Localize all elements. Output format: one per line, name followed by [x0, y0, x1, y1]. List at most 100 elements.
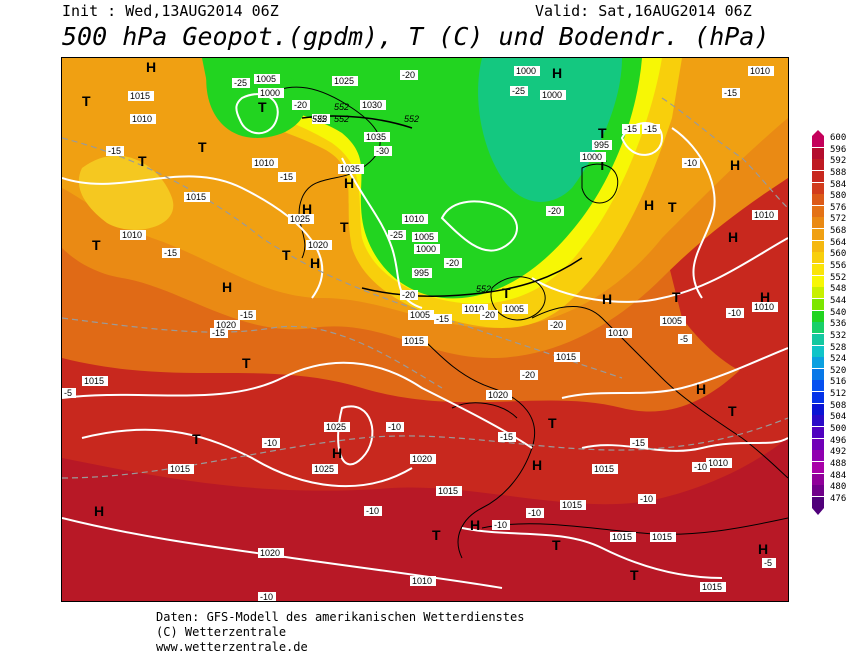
- svg-text:1035: 1035: [340, 164, 360, 174]
- legend-label: 540: [830, 307, 847, 318]
- legend-swatch: [812, 275, 824, 287]
- svg-text:-25: -25: [314, 114, 327, 124]
- svg-text:552: 552: [334, 114, 349, 124]
- svg-text:-15: -15: [724, 88, 737, 98]
- svg-text:-10: -10: [264, 438, 277, 448]
- legend-swatch: [812, 264, 824, 276]
- isobars: [62, 93, 788, 589]
- svg-text:552: 552: [312, 114, 327, 124]
- legend-swatch: [812, 287, 824, 299]
- pressure-labels: 1015 1010 1005 1000 1025 1030 1035 1010 …: [82, 66, 778, 592]
- svg-text:1015: 1015: [84, 376, 104, 386]
- svg-text:-20: -20: [550, 320, 563, 330]
- svg-text:-5: -5: [680, 334, 688, 344]
- svg-text:T: T: [672, 289, 681, 305]
- svg-text:1030: 1030: [362, 100, 382, 110]
- legend-swatch: [812, 217, 824, 229]
- svg-text:552: 552: [334, 102, 349, 112]
- svg-text:H: H: [332, 445, 342, 461]
- svg-text:T: T: [502, 285, 511, 301]
- svg-text:1015: 1015: [612, 532, 632, 542]
- weather-map: H T T T T H T H H T H T T H H T T H H H …: [61, 57, 789, 602]
- legend-label: 596: [830, 144, 847, 155]
- legend-swatch: [812, 170, 824, 182]
- svg-text:-20: -20: [402, 70, 415, 80]
- legend-bottom-arrow: [812, 508, 824, 516]
- legend-label: 544: [830, 295, 847, 306]
- svg-text:-10: -10: [388, 422, 401, 432]
- legend-label: 548: [830, 284, 847, 295]
- geopot-labels: 552 552 552 552 552: [312, 102, 491, 294]
- svg-text:-20: -20: [446, 258, 459, 268]
- svg-text:1000: 1000: [416, 244, 436, 254]
- svg-text:1025: 1025: [314, 464, 334, 474]
- svg-text:1015: 1015: [562, 500, 582, 510]
- legend-swatch: [812, 322, 824, 334]
- svg-text:-10: -10: [366, 506, 379, 516]
- legend-swatch: [812, 345, 824, 357]
- svg-text:-15: -15: [212, 328, 225, 338]
- svg-text:1015: 1015: [438, 486, 458, 496]
- valid-time: Valid: Sat,16AUG2014 06Z: [535, 2, 752, 20]
- legend-swatch: [812, 380, 824, 392]
- svg-text:T: T: [432, 527, 441, 543]
- legend-label: 564: [830, 237, 847, 248]
- legend-swatch: [812, 450, 824, 462]
- svg-text:1010: 1010: [608, 328, 628, 338]
- legend-label: 556: [830, 261, 847, 272]
- svg-text:-20: -20: [522, 370, 535, 380]
- legend-swatch: [812, 333, 824, 345]
- legend-label: 600: [830, 133, 847, 143]
- init-time: Init : Wed,13AUG2014 06Z: [62, 2, 279, 20]
- svg-text:-10: -10: [694, 462, 707, 472]
- legend-swatch: [812, 205, 824, 217]
- svg-text:1000: 1000: [542, 90, 562, 100]
- svg-text:-5: -5: [64, 388, 72, 398]
- svg-text:1020: 1020: [488, 390, 508, 400]
- legend-swatch: [812, 136, 824, 147]
- svg-text:1010: 1010: [754, 302, 774, 312]
- svg-text:-15: -15: [164, 248, 177, 258]
- svg-text:-15: -15: [500, 432, 513, 442]
- svg-text:-10: -10: [728, 308, 741, 318]
- svg-text:1010: 1010: [404, 214, 424, 224]
- legend-label: 576: [830, 202, 847, 213]
- svg-text:-10: -10: [494, 520, 507, 530]
- legend-label: 504: [830, 412, 847, 423]
- svg-text:1010: 1010: [132, 114, 152, 124]
- svg-text:1035: 1035: [366, 132, 386, 142]
- svg-text:H: H: [344, 175, 354, 191]
- legend-label: 496: [830, 435, 847, 446]
- svg-text:1010: 1010: [754, 210, 774, 220]
- svg-text:1000: 1000: [516, 66, 536, 76]
- legend-swatch: [812, 415, 824, 427]
- legend-swatch: [812, 427, 824, 438]
- legend-swatch: [812, 357, 824, 369]
- legend-label: 516: [830, 377, 847, 388]
- legend-swatch: [812, 229, 824, 241]
- svg-text:995: 995: [414, 268, 429, 278]
- svg-text:1015: 1015: [594, 464, 614, 474]
- svg-text:-5: -5: [764, 558, 772, 568]
- legend-swatch: [812, 310, 824, 322]
- svg-text:1020: 1020: [260, 548, 280, 558]
- svg-text:1015: 1015: [652, 532, 672, 542]
- legend-label: 560: [830, 249, 847, 260]
- svg-text:H: H: [730, 157, 740, 173]
- legend-label: 492: [830, 447, 847, 458]
- svg-text:-15: -15: [436, 314, 449, 324]
- website-link[interactable]: www.wetterzentrale.de: [156, 640, 308, 654]
- svg-text:-25: -25: [390, 230, 403, 240]
- svg-text:1020: 1020: [308, 240, 328, 250]
- svg-text:H: H: [758, 541, 768, 557]
- svg-text:-10: -10: [684, 158, 697, 168]
- legend-swatch: [812, 496, 824, 508]
- svg-text:T: T: [668, 199, 677, 215]
- legend-label: 580: [830, 191, 847, 202]
- svg-text:T: T: [138, 153, 147, 169]
- legend-swatch: [812, 252, 824, 264]
- svg-text:995: 995: [594, 140, 609, 150]
- field-564-west: [78, 155, 174, 230]
- svg-text:1000: 1000: [582, 152, 602, 162]
- legend-label: 532: [830, 330, 847, 341]
